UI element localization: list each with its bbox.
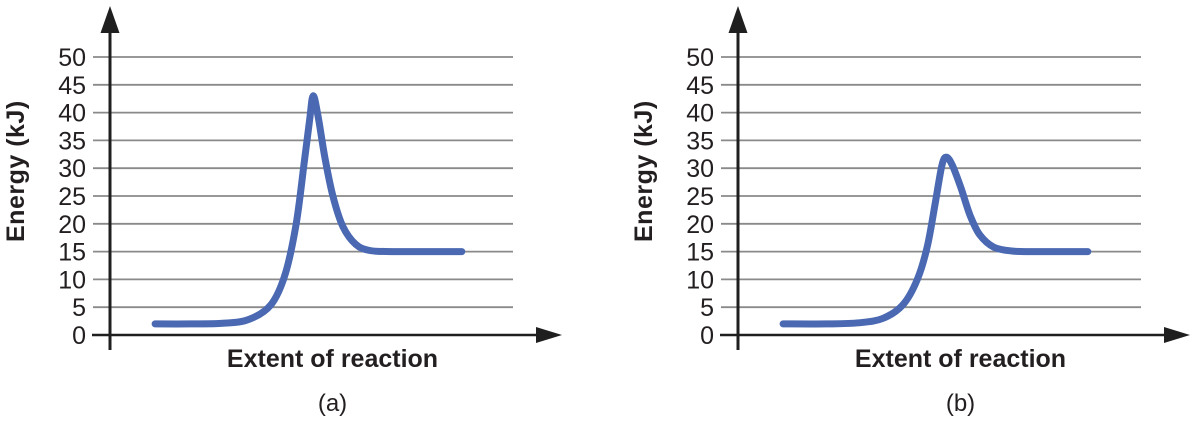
y-tick-label-45: 45 <box>686 72 714 100</box>
y-tick-label-5: 5 <box>72 294 86 322</box>
y-tick-label-15: 15 <box>686 239 714 267</box>
y-tick-label-35: 35 <box>686 127 714 155</box>
reaction-energy-curve <box>151 92 466 328</box>
y-tick-label-5: 5 <box>700 294 714 322</box>
y-tick-label-50: 50 <box>58 44 86 72</box>
panel-caption-b: (b) <box>945 390 976 417</box>
y-tick-label-25: 25 <box>686 183 714 211</box>
reaction-energy-curve <box>779 153 1092 328</box>
y-tick-label-0: 0 <box>700 322 714 350</box>
chart-panel-b: 0 5 10 15 20 25 30 35 40 45 50 Energy (kJ) Extent … <box>628 0 1200 428</box>
y-tick-label-30: 30 <box>686 155 714 183</box>
y-tick-label-50: 50 <box>686 44 714 72</box>
x-axis-arrowhead <box>1164 327 1190 343</box>
y-tick-label-15: 15 <box>58 239 86 267</box>
x-axis-arrowhead <box>536 327 562 343</box>
y-tick-label-0: 0 <box>72 322 86 350</box>
y-tick-label-20: 20 <box>686 211 714 239</box>
x-axis-title: Extent of reaction <box>854 345 1067 373</box>
y-axis-title: Energy (kJ) <box>2 100 30 242</box>
y-tick-label-30: 30 <box>58 155 86 183</box>
y-tick-label-35: 35 <box>58 127 86 155</box>
chart-panel-a: 0 5 10 15 20 25 30 35 40 45 50 Energy (kJ) Extent … <box>0 0 572 428</box>
x-axis-title: Extent of reaction <box>226 345 439 373</box>
panel-caption-a: (a) <box>317 390 348 417</box>
y-tick-label-10: 10 <box>686 266 714 294</box>
y-tick-label-45: 45 <box>58 72 86 100</box>
y-axis-arrowhead <box>728 6 748 33</box>
y-axis-arrowhead <box>100 6 120 33</box>
y-tick-label-10: 10 <box>58 266 86 294</box>
y-axis-title: Energy (kJ) <box>630 100 658 242</box>
y-tick-label-20: 20 <box>58 211 86 239</box>
y-tick-label-40: 40 <box>58 100 86 128</box>
y-tick-label-25: 25 <box>58 183 86 211</box>
y-tick-label-40: 40 <box>686 100 714 128</box>
